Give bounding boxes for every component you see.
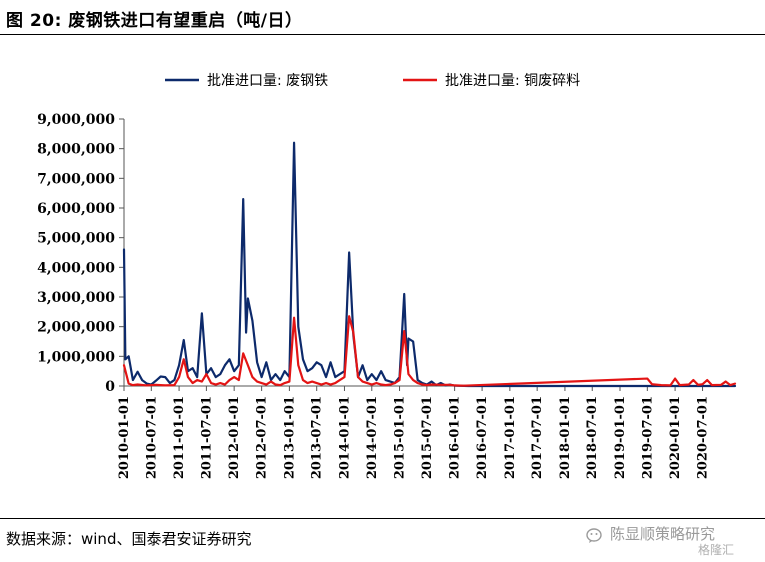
wechat-icon [586,528,602,543]
x-tick-label: 2014-07-01 [365,396,380,479]
x-tick-label: 2016-01-01 [448,396,463,479]
x-tick-label: 2019-07-01 [640,396,655,479]
legend-label-1: 批准进口量: 废钢铁 [207,73,328,89]
series-line-1 [122,141,737,388]
x-tick-label: 2018-01-01 [558,396,573,479]
x-tick-label: 2015-01-01 [393,396,408,479]
line-chart: 0 1,000,000 2,000,000 3,000,000 4,000,000 5,0… [37,73,737,479]
y-tick-label: 8,000,000 [37,142,115,158]
x-tick-label: 2018-07-01 [585,396,600,479]
y-tick-label: 6,000,000 [37,201,115,217]
watermark-sub: 格隆汇 [698,543,735,557]
figure-title: 图 20: 废钢铁进口有望重启（吨/日） [6,11,303,31]
y-tick-label: 9,000,000 [37,112,115,128]
x-tick-label: 2019-01-01 [613,396,628,479]
x-tick-label: 2013-01-01 [282,396,297,479]
x-tick-label: 2016-07-01 [475,396,490,479]
x-tick-label: 2020-01-01 [668,396,683,479]
series-line-2 [122,315,737,387]
x-tick-label: 2011-07-01 [199,396,214,479]
x-tick-label: 2010-01-01 [117,396,132,479]
x-tick-label: 2014-01-01 [337,396,352,479]
y-tick-label: 4,000,000 [37,260,115,276]
y-tick-label: 7,000,000 [37,171,115,187]
legend-label-2: 批准进口量: 铜废碎料 [445,73,580,89]
x-tick-label: 2013-07-01 [310,396,325,479]
x-tick-label: 2010-07-01 [144,396,159,479]
x-tick-label: 2017-01-01 [503,396,518,479]
x-tick-label: 2020-07-01 [696,396,711,479]
watermark-name: 陈显顺策略研究 [610,525,716,543]
bottom-rule [0,518,765,519]
y-tick-label: 5,000,000 [37,231,115,247]
x-tick-label: 2017-07-01 [530,396,545,479]
y-tick-label: 1,000,000 [37,349,115,365]
top-rule [0,34,765,35]
x-tick-label: 2011-01-01 [172,396,187,479]
x-tick-label: 2012-07-01 [255,396,270,479]
x-tick-label: 2015-07-01 [420,396,435,479]
y-tick-label: 2,000,000 [37,320,115,336]
x-tick-label: 2012-01-01 [227,396,242,479]
y-tick-label: 3,000,000 [37,290,115,306]
y-tick-label: 0 [105,379,115,395]
watermark: 陈显顺策略研究 格隆汇 [586,521,761,559]
source-note: 数据来源：wind、国泰君安证券研究 [6,530,252,548]
